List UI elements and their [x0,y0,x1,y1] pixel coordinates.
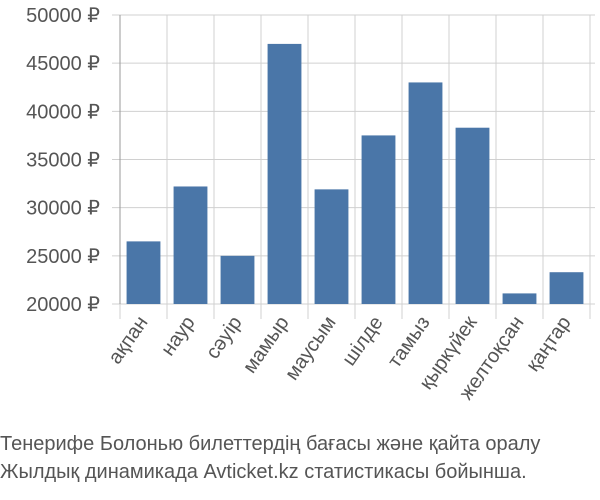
bars [126,43,584,305]
y-tick-label: 50000 ₽ [26,5,100,27]
bar [455,127,490,305]
y-tick-label: 40000 ₽ [26,101,100,123]
x-tick-label: шілде [338,312,388,370]
x-tick-label: қаңтар [522,312,576,375]
chart-caption: Тенерифе Болонью билеттердің бағасы және… [0,430,600,486]
x-tick-label: наур [157,312,200,360]
caption-line-2: Жылдық динамикада Avticket.kz статистика… [0,461,527,483]
bar [267,43,302,305]
caption-line-1: Тенерифе Болонью билеттердің бағасы және… [0,433,541,455]
bar [126,241,161,304]
bar [173,186,208,304]
bar [408,82,443,304]
y-tick-label: 30000 ₽ [26,198,100,220]
bar [314,189,349,304]
bar-chart: 20000 ₽ 25000 ₽ 30000 ₽ 35000 ₽ 40000 ₽ 45000… [26,5,595,404]
x-tick-labels: ақпан наур сәуірмамырмаусымшілдетамызқыркү… [104,312,575,404]
y-tick-label: 20000 ₽ [26,294,100,316]
x-tick-label: ақпан [104,312,152,368]
bar [502,293,537,304]
bar [361,135,396,304]
y-tick-label: 45000 ₽ [26,53,100,75]
bar [220,255,255,304]
bar [549,272,584,304]
y-tick-labels: 20000 ₽ 25000 ₽ 30000 ₽ 35000 ₽ 40000 ₽ 45000… [26,5,100,316]
grid-lines [112,14,595,319]
y-tick-label: 25000 ₽ [26,246,100,268]
chart-area: 20000 ₽ 25000 ₽ 30000 ₽ 35000 ₽ 40000 ₽ 45000… [26,5,595,404]
x-tick-label: сәуір [202,312,247,363]
y-tick-label: 35000 ₽ [26,150,100,172]
